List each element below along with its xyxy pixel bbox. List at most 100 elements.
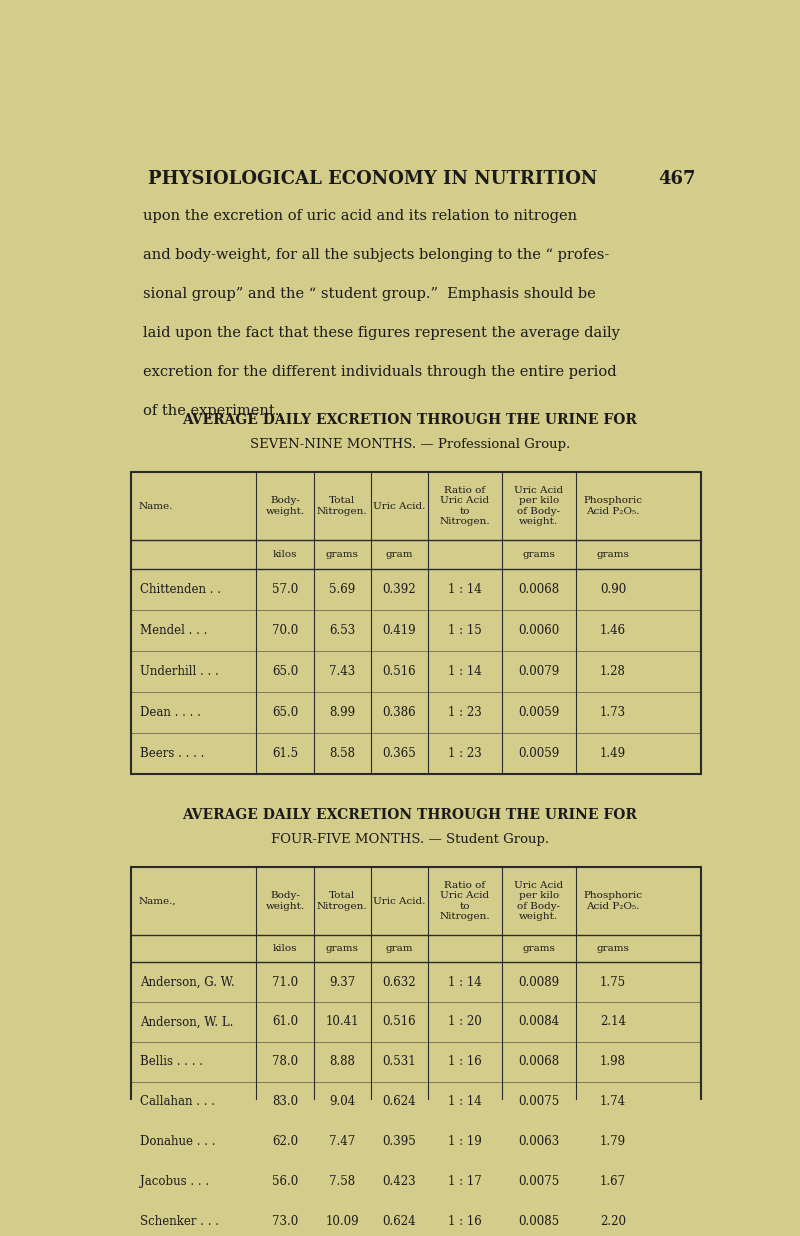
Text: grams: grams (522, 550, 555, 559)
Text: 0.531: 0.531 (382, 1056, 416, 1068)
Text: 56.0: 56.0 (272, 1175, 298, 1188)
Text: 1.49: 1.49 (600, 747, 626, 760)
Text: Anderson, W. L.: Anderson, W. L. (140, 1016, 233, 1028)
Text: upon the excretion of uric acid and its relation to nitrogen: upon the excretion of uric acid and its … (143, 209, 578, 224)
Text: 0.632: 0.632 (382, 975, 416, 989)
Text: Mendel . . .: Mendel . . . (140, 624, 207, 637)
Text: 1.79: 1.79 (600, 1136, 626, 1148)
Text: 0.0075: 0.0075 (518, 1175, 559, 1188)
Text: gram: gram (386, 550, 413, 559)
Text: 61.5: 61.5 (272, 747, 298, 760)
Text: FOUR-FIVE MONTHS. — Student Group.: FOUR-FIVE MONTHS. — Student Group. (271, 833, 549, 845)
Text: Body-
weight.: Body- weight. (266, 497, 305, 515)
Text: and body-weight, for all the subjects belonging to the “ profes-: and body-weight, for all the subjects be… (143, 248, 610, 262)
Text: kilos: kilos (273, 550, 298, 559)
Text: 467: 467 (658, 171, 695, 188)
Text: 1.75: 1.75 (600, 975, 626, 989)
Text: Name.: Name. (138, 502, 173, 510)
Text: 1.98: 1.98 (600, 1056, 626, 1068)
Text: 0.624: 0.624 (382, 1215, 416, 1229)
Text: Jacobus . . .: Jacobus . . . (140, 1175, 209, 1188)
Text: of the experiment.: of the experiment. (143, 404, 280, 418)
Text: 10.09: 10.09 (326, 1215, 359, 1229)
Text: 1 : 23: 1 : 23 (448, 747, 482, 760)
Text: laid upon the fact that these figures represent the average daily: laid upon the fact that these figures re… (143, 326, 620, 340)
Text: AVERAGE DAILY EXCRETION THROUGH THE URINE FOR: AVERAGE DAILY EXCRETION THROUGH THE URIN… (182, 413, 638, 426)
Text: 78.0: 78.0 (272, 1056, 298, 1068)
Text: 0.0060: 0.0060 (518, 624, 559, 637)
Text: 9.04: 9.04 (329, 1095, 355, 1109)
Text: 7.58: 7.58 (329, 1175, 355, 1188)
Text: 8.88: 8.88 (329, 1056, 355, 1068)
Text: 0.419: 0.419 (382, 624, 416, 637)
Text: 61.0: 61.0 (272, 1016, 298, 1028)
Text: Body-
weight.: Body- weight. (266, 891, 305, 911)
Text: 0.516: 0.516 (382, 1016, 416, 1028)
Text: Uric Acid.: Uric Acid. (373, 502, 426, 510)
Text: 70.0: 70.0 (272, 624, 298, 637)
Text: 1.73: 1.73 (600, 706, 626, 718)
Text: Underhill . . .: Underhill . . . (140, 665, 218, 677)
Text: 0.0068: 0.0068 (518, 583, 559, 596)
Text: 1.74: 1.74 (600, 1095, 626, 1109)
Text: 0.395: 0.395 (382, 1136, 416, 1148)
Text: 73.0: 73.0 (272, 1215, 298, 1229)
Text: 83.0: 83.0 (272, 1095, 298, 1109)
Text: 0.365: 0.365 (382, 747, 416, 760)
Text: 9.37: 9.37 (329, 975, 355, 989)
Text: 10.41: 10.41 (326, 1016, 358, 1028)
Text: Total
Nitrogen.: Total Nitrogen. (317, 891, 367, 911)
Text: 0.0089: 0.0089 (518, 975, 559, 989)
Text: excretion for the different individuals through the entire period: excretion for the different individuals … (143, 366, 617, 379)
Text: PHYSIOLOGICAL ECONOMY IN NUTRITION: PHYSIOLOGICAL ECONOMY IN NUTRITION (148, 171, 598, 188)
Text: Uric Acid
per kilo
of Body-
weight.: Uric Acid per kilo of Body- weight. (514, 486, 563, 527)
Text: Beers . . . .: Beers . . . . (140, 747, 204, 760)
Text: Phosphoric
Acid P₂O₅.: Phosphoric Acid P₂O₅. (583, 891, 642, 911)
Text: Ratio of
Uric Acid
to
Nitrogen.: Ratio of Uric Acid to Nitrogen. (439, 486, 490, 527)
Text: Ratio of
Uric Acid
to
Nitrogen.: Ratio of Uric Acid to Nitrogen. (439, 881, 490, 921)
Text: 0.0085: 0.0085 (518, 1215, 559, 1229)
Text: 0.0063: 0.0063 (518, 1136, 559, 1148)
Text: 2.20: 2.20 (600, 1215, 626, 1229)
Text: 0.423: 0.423 (382, 1175, 416, 1188)
Text: 1 : 17: 1 : 17 (448, 1175, 482, 1188)
Text: 0.0084: 0.0084 (518, 1016, 559, 1028)
Text: 71.0: 71.0 (272, 975, 298, 989)
Text: 0.0075: 0.0075 (518, 1095, 559, 1109)
Text: Chittenden . .: Chittenden . . (140, 583, 221, 596)
Text: 1 : 23: 1 : 23 (448, 706, 482, 718)
Text: 6.53: 6.53 (329, 624, 355, 637)
Text: Uric Acid
per kilo
of Body-
weight.: Uric Acid per kilo of Body- weight. (514, 881, 563, 921)
Text: 1 : 16: 1 : 16 (448, 1215, 482, 1229)
Text: Donahue . . .: Donahue . . . (140, 1136, 215, 1148)
Text: 1 : 19: 1 : 19 (448, 1136, 482, 1148)
Text: Phosphoric
Acid P₂O₅.: Phosphoric Acid P₂O₅. (583, 497, 642, 515)
Text: gram: gram (386, 944, 413, 953)
Text: 7.43: 7.43 (329, 665, 355, 677)
Text: Uric Acid.: Uric Acid. (373, 896, 426, 906)
Text: SEVEN-NINE MONTHS. — Professional Group.: SEVEN-NINE MONTHS. — Professional Group. (250, 438, 570, 451)
Text: 8.99: 8.99 (329, 706, 355, 718)
Text: 1.46: 1.46 (600, 624, 626, 637)
Text: 1 : 14: 1 : 14 (448, 583, 482, 596)
Bar (131, 472, 702, 774)
Text: 1.28: 1.28 (600, 665, 626, 677)
Text: grams: grams (597, 944, 630, 953)
Text: AVERAGE DAILY EXCRETION THROUGH THE URINE FOR: AVERAGE DAILY EXCRETION THROUGH THE URIN… (182, 808, 638, 822)
Text: grams: grams (597, 550, 630, 559)
Text: 0.0059: 0.0059 (518, 747, 559, 760)
Text: sional group” and the “ student group.”  Emphasis should be: sional group” and the “ student group.” … (143, 287, 596, 302)
Text: Callahan . . .: Callahan . . . (140, 1095, 214, 1109)
Text: 0.0068: 0.0068 (518, 1056, 559, 1068)
Text: Dean . . . .: Dean . . . . (140, 706, 201, 718)
Text: 2.14: 2.14 (600, 1016, 626, 1028)
Text: grams: grams (522, 944, 555, 953)
Bar (131, 866, 702, 1236)
Text: 0.624: 0.624 (382, 1095, 416, 1109)
Text: Anderson, G. W.: Anderson, G. W. (140, 975, 234, 989)
Text: 0.0079: 0.0079 (518, 665, 559, 677)
Text: grams: grams (326, 550, 358, 559)
Text: kilos: kilos (273, 944, 298, 953)
Text: 65.0: 65.0 (272, 665, 298, 677)
Text: 0.90: 0.90 (600, 583, 626, 596)
